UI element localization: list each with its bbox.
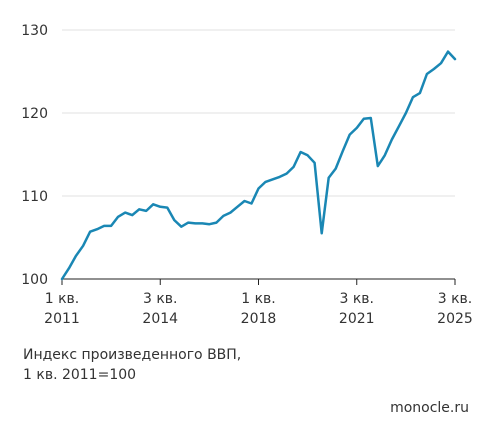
y-axis-labels: 100 110 120 130 [21,23,48,288]
y-tick-label: 110 [21,189,48,205]
y-tick-label: 100 [21,272,48,288]
caption-line-2: 1 кв. 2011=100 [23,367,137,383]
x-axis-ticks [61,279,456,285]
x-tick-label-quarter: 3 кв. [438,291,473,307]
y-tick-label: 130 [21,23,48,39]
x-tick-label-year: 2025 [437,311,473,327]
x-tick-label-quarter: 1 кв. [241,291,276,307]
y-tick-label: 120 [21,106,48,122]
caption-line-1: Индекс произведенного ВВП, [23,347,242,363]
x-tick-label-year: 2018 [241,311,277,327]
x-tick-label-quarter: 3 кв. [339,291,374,307]
chart-caption: Индекс произведенного ВВП, 1 кв. 2011=10… [23,345,241,385]
x-tick-label-quarter: 1 кв. [45,291,80,307]
x-axis-labels: 1 кв. 2011 3 кв. 2014 1 кв. 2018 3 кв. 2021 3 кв… [44,291,473,327]
gdp-index-chart: 100 110 120 130 1 кв. 2011 3 кв. 2014 1 кв. 2018… [21,23,473,327]
x-tick-label-year: 2014 [142,311,178,327]
x-tick-label-quarter: 3 кв. [143,291,178,307]
gridlines [62,29,455,197]
gdp-index-series-line [60,50,457,281]
x-tick-label-year: 2011 [44,311,80,327]
x-tick-label-year: 2021 [339,311,375,327]
source-label: monocle.ru [390,400,469,416]
